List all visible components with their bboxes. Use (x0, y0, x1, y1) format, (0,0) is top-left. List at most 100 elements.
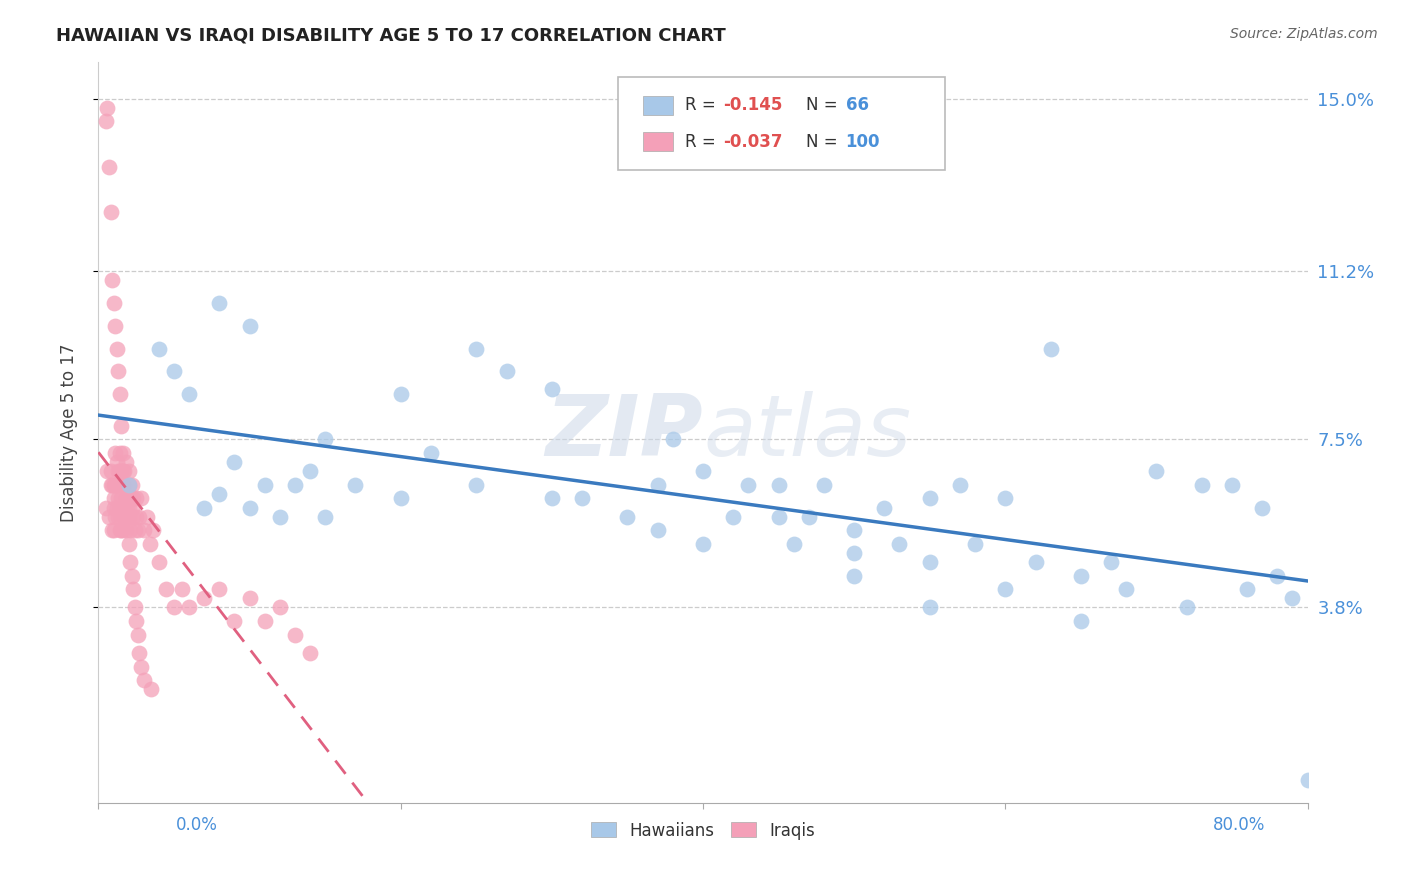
Text: N =: N = (806, 96, 842, 114)
Point (208, 296, 231, 310)
Point (132, 673, 155, 688)
Bar (643, 132, 673, 151)
Point (120, 491, 142, 506)
Text: HAWAIIAN VS IRAQI DISABILITY AGE 5 TO 17 CORRELATION CHART: HAWAIIAN VS IRAQI DISABILITY AGE 5 TO 17… (56, 27, 725, 45)
Point (1296, 773, 1319, 788)
Point (127, 628, 149, 642)
Point (105, 500, 128, 515)
Point (314, 509, 336, 524)
Point (115, 509, 138, 524)
Point (110, 464, 132, 478)
Point (1144, 464, 1167, 478)
Point (120, 523, 142, 537)
Point (1024, 555, 1046, 569)
Point (127, 523, 149, 537)
Point (193, 500, 215, 515)
Point (114, 523, 136, 537)
Point (125, 509, 148, 524)
Point (284, 478, 307, 492)
Point (253, 614, 276, 628)
Point (112, 464, 135, 478)
Point (104, 478, 127, 492)
Point (239, 500, 262, 515)
Point (299, 646, 322, 660)
Point (284, 628, 307, 642)
Point (1070, 568, 1092, 582)
Point (994, 582, 1017, 597)
Point (129, 491, 152, 506)
Point (208, 487, 231, 501)
Point (101, 273, 124, 287)
Text: ZIP: ZIP (546, 391, 703, 475)
Point (111, 446, 134, 460)
Point (873, 500, 896, 515)
Point (571, 491, 593, 506)
Point (111, 523, 134, 537)
Point (389, 387, 412, 401)
Point (118, 478, 141, 492)
Point (918, 491, 941, 506)
Text: -0.145: -0.145 (724, 96, 783, 114)
Point (253, 478, 276, 492)
Point (208, 582, 231, 597)
Point (239, 591, 262, 606)
Point (1099, 555, 1122, 569)
Point (540, 383, 562, 397)
Point (1251, 500, 1274, 515)
Point (115, 509, 138, 524)
Point (125, 614, 148, 628)
Point (112, 500, 135, 515)
Text: atlas: atlas (703, 391, 911, 475)
Point (299, 464, 322, 478)
Point (1220, 478, 1243, 492)
Point (110, 418, 132, 433)
Point (96, 464, 118, 478)
Point (844, 568, 866, 582)
Point (647, 523, 669, 537)
Point (737, 478, 759, 492)
Point (179, 600, 201, 615)
Point (104, 446, 127, 460)
Point (105, 455, 128, 469)
Point (101, 523, 124, 537)
Point (104, 318, 127, 333)
Point (94, 114, 117, 128)
Point (949, 478, 972, 492)
Text: R =: R = (685, 133, 721, 151)
Point (107, 464, 129, 478)
Point (108, 464, 131, 478)
Point (107, 509, 129, 524)
Text: 0.0%: 0.0% (176, 816, 218, 834)
Point (420, 446, 443, 460)
Point (314, 433, 336, 447)
Text: R =: R = (685, 96, 721, 114)
Point (122, 491, 145, 506)
Point (114, 491, 136, 506)
Point (110, 500, 132, 515)
Point (111, 464, 134, 478)
Point (723, 509, 745, 524)
Point (465, 478, 488, 492)
Point (224, 614, 246, 628)
Point (783, 537, 806, 551)
Point (98, 160, 121, 174)
Point (1281, 591, 1303, 606)
Legend: Hawaiians, Iraqis: Hawaiians, Iraqis (585, 815, 821, 847)
Point (96, 101, 118, 115)
Point (103, 523, 125, 537)
Point (105, 478, 128, 492)
Point (107, 364, 129, 378)
Point (540, 491, 562, 506)
Bar (643, 96, 673, 115)
Point (111, 478, 134, 492)
Point (1175, 600, 1198, 615)
Point (120, 555, 142, 569)
Point (797, 509, 820, 524)
Point (193, 591, 215, 606)
Point (98, 509, 121, 524)
Point (100, 464, 122, 478)
Point (1070, 614, 1092, 628)
Point (112, 478, 135, 492)
Text: Source: ZipAtlas.com: Source: ZipAtlas.com (1230, 27, 1378, 41)
Point (121, 500, 143, 515)
